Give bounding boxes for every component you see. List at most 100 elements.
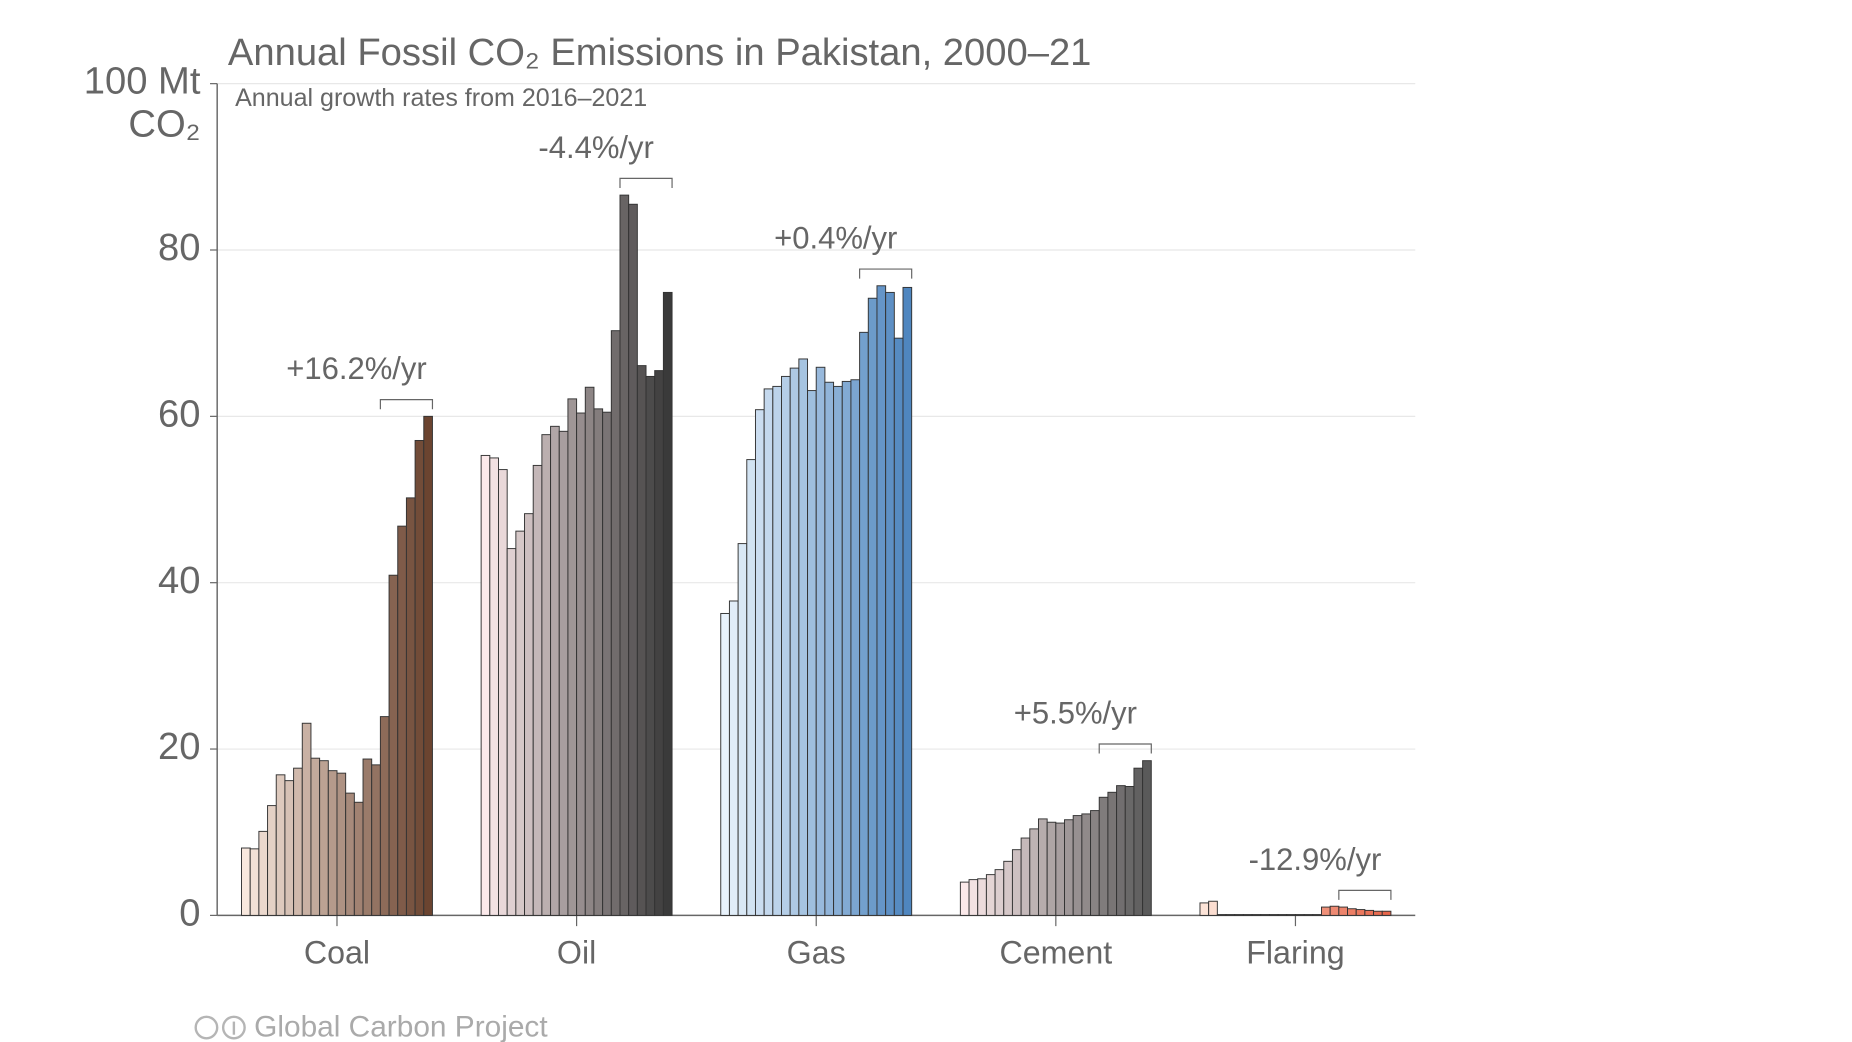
bar <box>293 767 303 916</box>
bar <box>619 194 630 916</box>
growth-bracket <box>859 268 913 279</box>
bar <box>1294 914 1305 916</box>
bar <box>754 409 765 916</box>
bar <box>593 408 604 916</box>
bar <box>1133 767 1144 916</box>
bar <box>336 772 347 916</box>
growth-label: -4.4%/yr <box>538 130 653 165</box>
bar <box>498 469 508 916</box>
x-tick-label: Gas <box>787 934 846 970</box>
bar <box>859 331 869 916</box>
bar <box>489 457 499 916</box>
bar <box>397 525 407 916</box>
bar <box>379 716 390 916</box>
bar <box>362 758 373 916</box>
bar <box>371 764 381 916</box>
x-tick-label: Cement <box>999 934 1112 970</box>
bar <box>1072 815 1083 916</box>
bar <box>893 337 904 916</box>
bar <box>1064 819 1074 916</box>
bar <box>532 464 543 916</box>
bar <box>815 366 826 916</box>
bar <box>1199 902 1210 916</box>
bar <box>1090 810 1100 916</box>
bar <box>772 385 782 916</box>
bar <box>567 398 578 916</box>
bar <box>515 530 526 916</box>
growth-label: -12.9%/yr <box>1249 842 1382 877</box>
bar <box>867 297 878 916</box>
bar <box>1037 818 1048 916</box>
bar <box>789 367 800 916</box>
bar <box>506 548 517 916</box>
bar <box>275 774 286 916</box>
bar <box>720 612 730 916</box>
bar <box>824 381 835 916</box>
bar <box>1373 910 1383 916</box>
bar <box>1029 828 1039 916</box>
y-axis-label: CO₂ <box>128 103 200 146</box>
x-tick-label: Coal <box>304 934 370 970</box>
bar <box>1277 914 1288 916</box>
bar <box>345 792 355 916</box>
bar <box>610 330 621 916</box>
bar <box>1286 914 1296 916</box>
bar <box>550 425 560 916</box>
bar <box>541 434 552 916</box>
bar <box>807 390 817 916</box>
bar <box>763 388 774 916</box>
bar <box>602 411 612 916</box>
bar <box>241 847 251 916</box>
bar <box>1142 760 1152 916</box>
bar <box>1329 905 1340 916</box>
bar <box>1355 909 1366 916</box>
bar <box>558 430 569 916</box>
growth-bracket <box>1338 889 1392 900</box>
growth-bracket <box>619 177 673 188</box>
bar <box>1208 900 1218 916</box>
bar <box>576 412 586 916</box>
bar <box>645 375 656 916</box>
bar <box>737 543 748 916</box>
bar <box>301 722 312 916</box>
bar <box>310 757 321 916</box>
growth-bracket <box>1098 743 1152 754</box>
bar <box>850 379 861 916</box>
bar <box>1260 914 1270 916</box>
chart-subtitle: Annual growth rates from 2016–2021 <box>235 84 647 112</box>
bar <box>841 380 852 916</box>
growth-label: +5.5%/yr <box>1014 696 1137 731</box>
growth-label: +0.4%/yr <box>774 221 897 256</box>
bar <box>1116 785 1126 916</box>
bar <box>654 370 664 916</box>
bar <box>258 830 269 916</box>
source: Global Carbon Project <box>254 1011 548 1042</box>
bar <box>885 291 895 916</box>
bar <box>746 459 756 916</box>
bar <box>584 386 595 916</box>
y-tick-label: 20 <box>158 725 200 768</box>
growth-label: +16.2%/yr <box>286 351 427 386</box>
bar <box>1055 822 1065 916</box>
bar <box>267 805 277 916</box>
y-tick-label: 60 <box>158 392 200 435</box>
bar <box>1251 914 1262 916</box>
bar <box>405 497 416 916</box>
x-tick-label: Oil <box>557 934 596 970</box>
bar <box>423 415 433 916</box>
bar <box>1321 906 1331 916</box>
bar <box>1268 914 1279 916</box>
bar <box>388 574 399 916</box>
bar <box>662 291 673 916</box>
bar <box>1098 796 1109 916</box>
bar <box>1312 914 1322 916</box>
y-tick-label: 40 <box>158 559 200 602</box>
bar <box>353 801 364 916</box>
bar <box>1011 849 1022 916</box>
bar <box>1046 821 1057 916</box>
bar <box>1303 914 1314 916</box>
bar <box>1020 837 1031 916</box>
bar <box>249 848 260 916</box>
bar <box>1381 910 1392 916</box>
